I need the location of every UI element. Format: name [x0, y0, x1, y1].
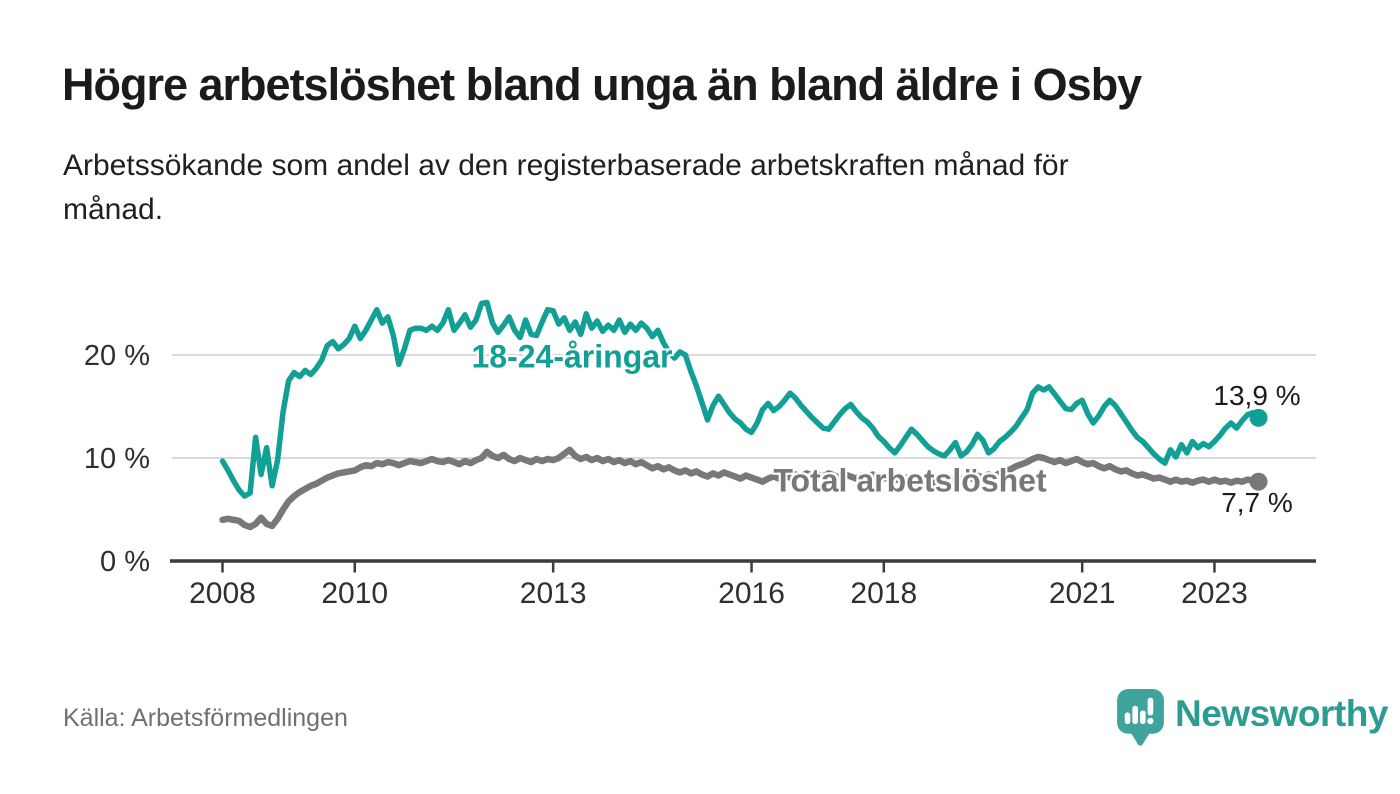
- y-axis-tick-label: 20 %: [84, 340, 150, 372]
- series-lines: [219, 299, 1268, 531]
- newsworthy-logo-icon: [1117, 689, 1164, 746]
- series-line-total: [219, 446, 1262, 531]
- end-value-label-total: 7,7 %: [1221, 487, 1293, 518]
- series-end-dot-youth: [1249, 408, 1268, 427]
- end-value-label-youth: 13,9 %: [1213, 380, 1301, 411]
- axis-tick-labels: 0 % 10 % 20 % 2008 2010 2013 2016 2018 2021 2023: [84, 340, 1248, 610]
- x-axis: [170, 559, 1316, 573]
- bar-chart-glyph: [1124, 697, 1154, 725]
- brand-name: Newsworthy: [1175, 693, 1388, 734]
- x-axis-tick-label: 2008: [189, 577, 256, 610]
- x-axis-tick-label: 2013: [520, 577, 587, 610]
- newsworthy-logo: Newsworthy: [1117, 689, 1388, 747]
- series-label-total: Total arbetslöshet: [773, 462, 1047, 499]
- source-note: Källa: Arbetsförmedlingen: [63, 704, 348, 732]
- series-end-dot-total: [1249, 472, 1268, 491]
- x-axis-tick-label: 2010: [321, 577, 388, 610]
- series-line-youth: [219, 299, 1262, 499]
- subtitle-line-2: månad.: [63, 193, 164, 227]
- x-axis-tick-label: 2023: [1181, 577, 1248, 610]
- y-axis-tick-label: 10 %: [84, 443, 150, 475]
- subtitle-line-1: Arbetssökande som andel av den registerb…: [63, 149, 1069, 182]
- x-axis-tick-label: 2016: [718, 577, 785, 610]
- y-axis-tick-label: 0 %: [100, 546, 150, 578]
- gridlines: [172, 354, 1316, 459]
- x-axis-tick-label: 2018: [850, 577, 917, 610]
- chart-subtitle: Arbetssökande som andel av den registerb…: [63, 144, 1263, 232]
- page-title: Högre arbetslöshet bland unga än bland ä…: [62, 59, 1142, 110]
- x-axis-tick-label: 2021: [1049, 577, 1116, 610]
- series-label-youth: 18-24-åringar: [471, 338, 673, 375]
